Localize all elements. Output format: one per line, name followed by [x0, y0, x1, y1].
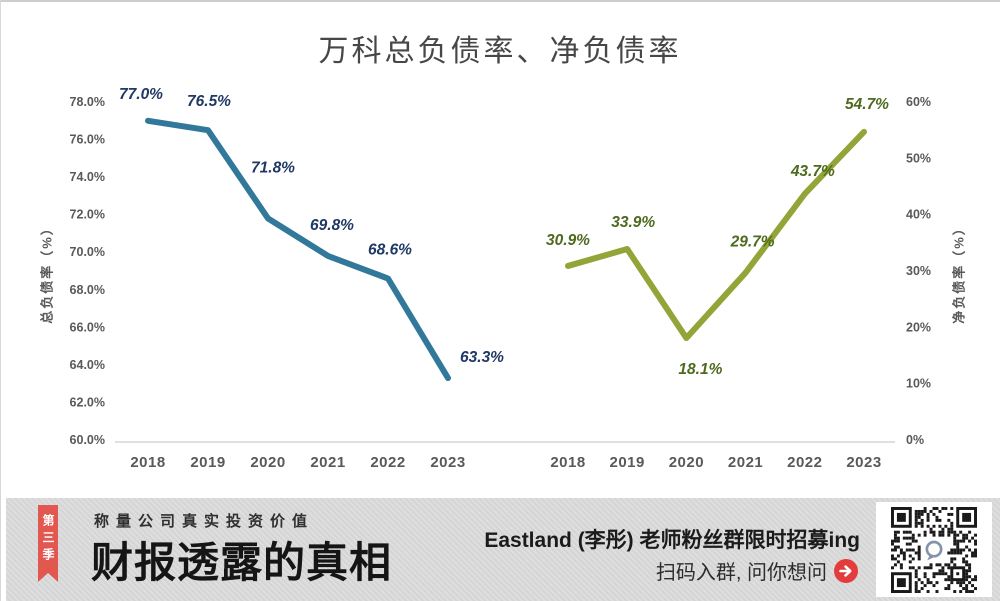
data-point-label: 33.9%: [611, 214, 655, 231]
data-point-label: 71.8%: [251, 159, 295, 176]
tagline: 称量公司真实投资价值: [94, 513, 315, 530]
cta-row: 扫码入群, 问你想问: [656, 556, 858, 585]
data-point-label: 54.7%: [845, 96, 889, 113]
right-axis-tick-label: 50%: [906, 151, 931, 165]
left-axis-tick-label: 76.0%: [70, 133, 105, 147]
left-axis-tick-label: 74.0%: [70, 170, 105, 184]
data-point-label: 43.7%: [790, 163, 835, 180]
year-label: 2022: [370, 454, 405, 471]
data-point-label: 29.7%: [730, 234, 775, 251]
data-point-label: 76.5%: [187, 93, 231, 110]
year-label: 2023: [846, 454, 881, 471]
left-axis-tick-label: 62.0%: [70, 395, 105, 409]
arrow-right-icon: [834, 558, 858, 583]
right-axis-tick-label: 0%: [906, 433, 924, 447]
net-debt-ratio-line: [565, 128, 867, 342]
year-label: 2018: [550, 454, 585, 471]
data-point-label: 63.3%: [460, 349, 504, 366]
year-label: 2019: [610, 454, 645, 471]
left-axis-tick-label: 72.0%: [70, 208, 105, 222]
right-axis-tick-label: 10%: [906, 377, 931, 391]
year-label: 2020: [250, 454, 285, 471]
promo-text: Eastland (李彤) 老师粉丝群限时招募ing: [484, 529, 860, 552]
left-axis-tick-label: 70.0%: [70, 245, 105, 259]
data-point-label: 68.6%: [368, 242, 412, 259]
data-point-label: 30.9%: [546, 232, 590, 249]
data-point-label: 69.8%: [310, 217, 354, 234]
left-axis-tick-label: 68.0%: [70, 283, 105, 297]
left-axis-tick-label: 64.0%: [70, 358, 105, 372]
cta-text: 扫码入群, 问你想问: [655, 562, 827, 584]
footer-banner: 第三季 称量公司真实投资价值 财报透露的真相 Eastland (李彤) 老师粉…: [6, 498, 1000, 601]
year-label: 2021: [728, 454, 763, 471]
data-point-label: 18.1%: [678, 361, 722, 378]
window-left-edge: [0, 0, 1, 601]
right-axis-tick-label: 20%: [906, 320, 931, 334]
window-top-edge: [0, 0, 1000, 2]
left-axis-tick-label: 78.0%: [70, 95, 105, 109]
season-ribbon-label: 第三季: [41, 514, 55, 565]
data-point-label: 77.0%: [119, 86, 163, 103]
brand-title: 财报透露的真相: [91, 541, 393, 587]
dual-axis-line-chart: 78.0% 76.0% 74.0% 72.0% 70.0% 68.0% 66.0% 64.0%…: [70, 86, 931, 471]
right-axis-tick-label: 40%: [906, 208, 931, 222]
qr-code-pattern: [891, 506, 977, 593]
left-axis-tick-label: 66.0%: [70, 320, 105, 334]
year-label: 2020: [669, 454, 704, 471]
right-axis-tick-label: 60%: [906, 95, 931, 109]
right-axis-tick-label: 30%: [906, 264, 931, 278]
year-label: 2021: [310, 454, 345, 471]
year-label: 2023: [430, 454, 465, 471]
season-ribbon: 第三季: [38, 505, 58, 582]
left-axis-tick-label: 60.0%: [70, 433, 105, 447]
total-debt-ratio-line: [145, 117, 451, 382]
year-label: 2018: [130, 454, 165, 471]
chart-title: 万科总负债率、净负债率: [318, 35, 682, 68]
qr-code: [876, 502, 992, 597]
year-label: 2019: [190, 454, 225, 471]
year-label: 2022: [787, 454, 822, 471]
